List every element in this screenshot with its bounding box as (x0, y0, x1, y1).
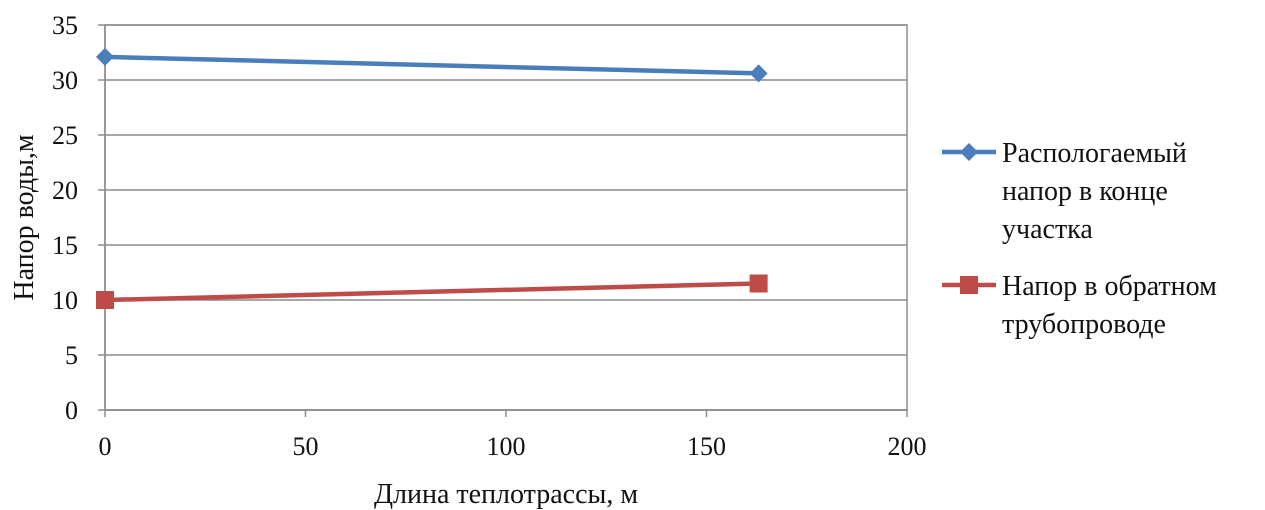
legend-label: трубопроводе (1002, 309, 1166, 340)
x-tick-label: 200 (888, 432, 927, 461)
legend-item-1: Напор в обратном трубопроводе (942, 271, 1217, 340)
y-tick-label: 30 (52, 66, 78, 95)
y-tick-label: 25 (52, 121, 78, 150)
plot-area-border (104, 24, 908, 411)
x-axis-tick-labels: 0 50 100 150 200 (99, 410, 927, 461)
legend-label: напор в конце (1002, 176, 1168, 207)
series-layer (96, 47, 768, 309)
y-tick-label: 20 (52, 176, 78, 205)
legend-label: Распологаемый (1002, 138, 1187, 169)
legend-label: участка (1002, 214, 1093, 245)
x-tick-label: 150 (687, 432, 726, 461)
series-1 (96, 274, 768, 309)
series-0-point (749, 64, 768, 83)
legend-label: Напор в обратном (1002, 271, 1217, 302)
series-0-point (96, 47, 114, 66)
legend-marker (960, 143, 978, 161)
y-tick-label: 35 (52, 11, 78, 40)
axes (104, 25, 907, 411)
x-tick-label: 0 (99, 432, 112, 461)
series-0 (96, 47, 768, 83)
y-tick-label: 0 (65, 396, 78, 425)
x-tick-label: 50 (293, 432, 319, 461)
gridlines (105, 24, 907, 411)
series-1-point (749, 274, 768, 293)
series-0-line (104, 54, 759, 76)
y-axis-tick-labels: 0 5 10 15 20 25 30 35 (52, 11, 105, 425)
legend-marker (960, 276, 978, 294)
y-tick-label: 10 (52, 286, 78, 315)
series-1-point (96, 291, 114, 309)
series-1-line (104, 281, 759, 303)
legend: Распологаемый напор в конце участка Напор в… (942, 138, 1217, 340)
x-tick-label: 100 (487, 432, 526, 461)
x-axis-title: Длина теплотрассы, м (374, 479, 638, 510)
y-tick-label: 15 (52, 231, 78, 260)
legend-item-0: Распологаемый напор в конце участка (942, 138, 1187, 245)
y-axis-title: Напор воды,м (9, 134, 40, 301)
y-tick-label: 5 (65, 341, 78, 370)
